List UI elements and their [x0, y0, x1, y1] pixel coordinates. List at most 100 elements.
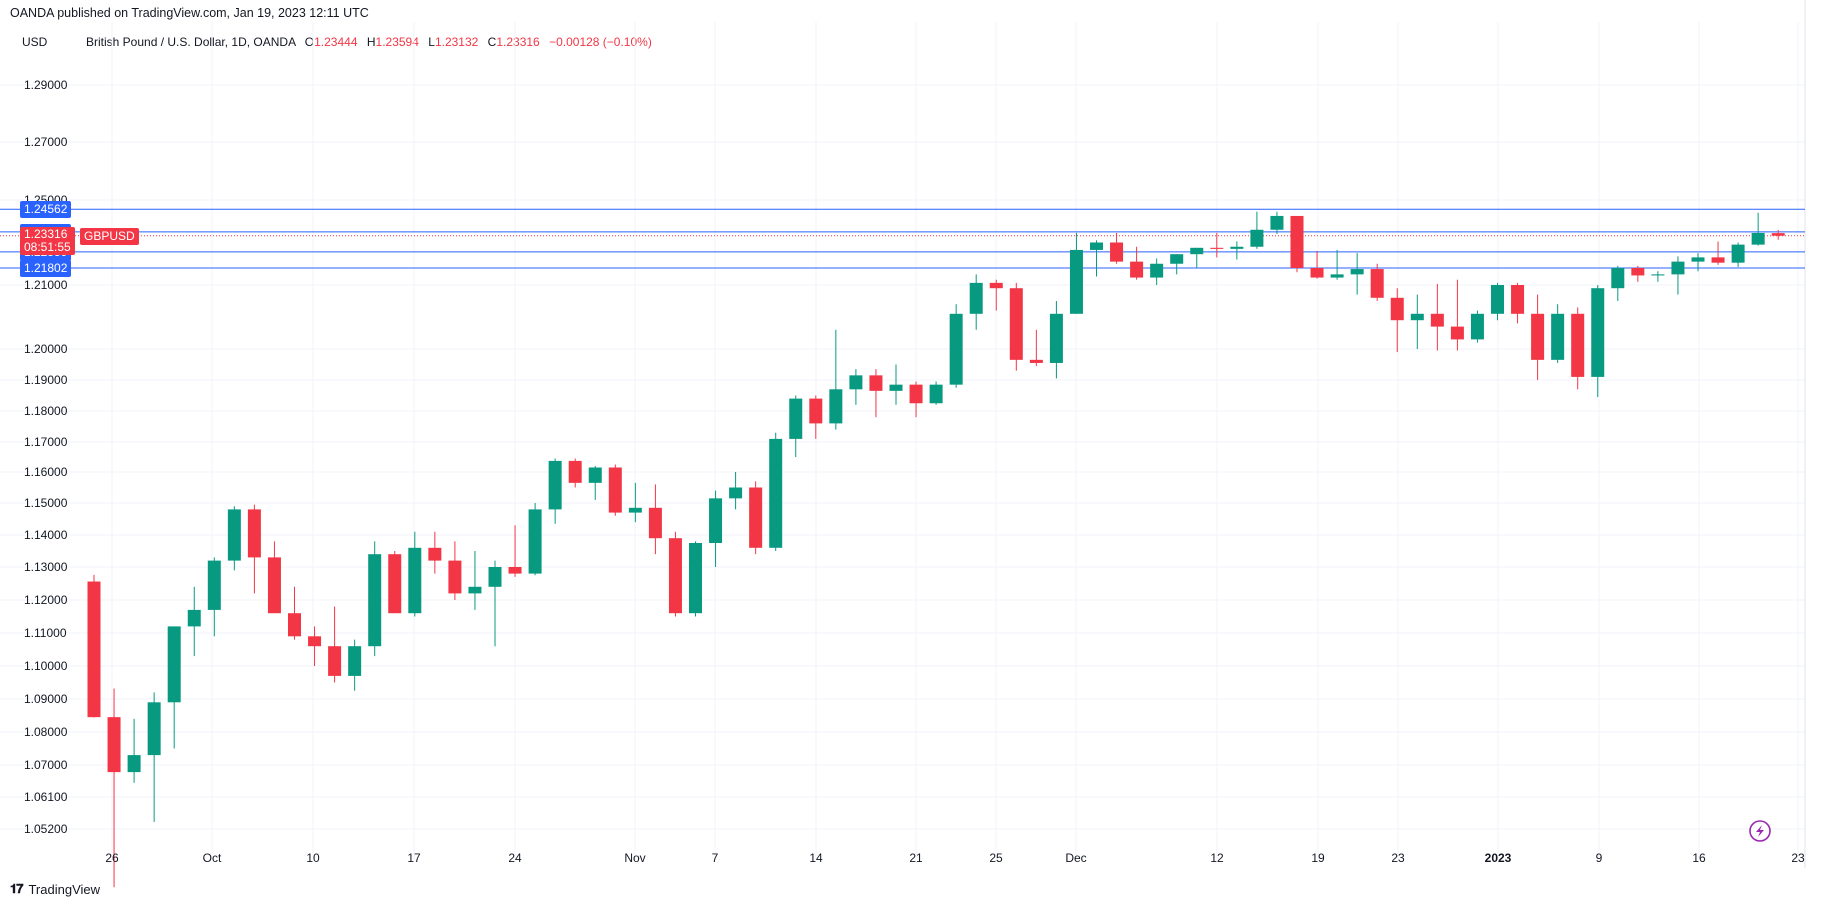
candle-body [428, 547, 442, 561]
candle [548, 458, 562, 524]
candle [1571, 307, 1585, 390]
candle [1110, 232, 1124, 264]
candle [448, 541, 462, 600]
x-tick-label: 23 [1391, 851, 1405, 865]
candle-body [388, 554, 402, 614]
candle-body [668, 538, 682, 614]
y-tick-label: 1.12000 [24, 593, 68, 607]
candle [889, 364, 903, 405]
candle-body [1651, 274, 1665, 276]
y-tick-label: 1.27000 [24, 135, 68, 149]
candle-body [207, 560, 221, 610]
y-tick-label: 1.21000 [24, 278, 68, 292]
candle [809, 395, 823, 439]
x-tick-label: Oct [203, 851, 222, 865]
high-value: 1.23594 [375, 35, 419, 49]
candle [1270, 211, 1284, 234]
candle-body [548, 460, 562, 510]
candle [267, 541, 281, 614]
candle [408, 531, 422, 617]
candle [989, 279, 1003, 311]
candle [528, 503, 542, 576]
candle-body [368, 554, 382, 647]
y-tick-label: 1.17000 [24, 435, 68, 449]
x-tick-label: 16 [1692, 851, 1706, 865]
candle-body [1470, 313, 1484, 340]
change-value: −0.00128 (−0.10%) [549, 35, 652, 49]
lightning-icon[interactable] [1749, 820, 1771, 842]
candle-body [729, 487, 743, 499]
candle [428, 531, 442, 574]
candle [1069, 232, 1083, 314]
level-price-label: 1.21802 [20, 259, 72, 277]
candle-body [608, 467, 622, 513]
candle-body [1410, 313, 1424, 321]
candle [468, 551, 482, 610]
candle [729, 472, 743, 510]
candle [1591, 285, 1605, 398]
candle-body [1390, 297, 1404, 321]
candle [107, 688, 121, 888]
candle [1751, 212, 1765, 246]
candle-body [1069, 249, 1083, 314]
y-tick-label: 1.13000 [24, 560, 68, 574]
candle-body [127, 755, 141, 773]
candle [608, 464, 622, 516]
candle [1410, 294, 1424, 349]
candle [1551, 304, 1565, 363]
candle-body [288, 613, 301, 637]
candle [628, 482, 642, 523]
candle-body [448, 560, 462, 594]
candle [247, 504, 261, 594]
candle-body [628, 507, 642, 513]
x-tick-label: 12 [1210, 851, 1224, 865]
countdown-timer: 08:51:55 [24, 239, 71, 254]
candle-body [969, 282, 983, 314]
high-label: H [366, 35, 376, 49]
candle [227, 506, 241, 571]
candle-body [949, 313, 963, 385]
y-tick-label: 1.06100 [24, 790, 68, 804]
candle [1130, 246, 1144, 280]
candle-body [749, 487, 763, 548]
candle [1230, 241, 1244, 260]
y-tick-label: 1.20000 [24, 342, 68, 356]
candle-body [1310, 268, 1324, 278]
candle-body [1731, 244, 1745, 263]
candle-body [869, 375, 883, 391]
candle [1631, 265, 1645, 282]
candle-body [929, 384, 943, 404]
candle-body [227, 509, 241, 561]
symbol-tag: GBPUSD [80, 227, 139, 245]
candle [1250, 211, 1264, 249]
candle-body [1009, 288, 1023, 360]
candle [1049, 301, 1063, 379]
candle-body [147, 702, 161, 756]
candle-body [648, 507, 662, 539]
footer-brand[interactable]: 𝟏𝟕 TradingView [10, 881, 100, 897]
grid-lines [0, 0, 1806, 868]
x-tick-label: 9 [1596, 851, 1603, 865]
candle [348, 639, 362, 691]
candle [328, 606, 342, 683]
instrument-name: British Pound / U.S. Dollar, 1D, OANDA [86, 35, 296, 49]
candle-body [588, 467, 602, 483]
candle [167, 626, 181, 749]
candle-body [1330, 274, 1344, 278]
last-price-value: 1.23316 [24, 226, 68, 241]
candle-body [1190, 247, 1204, 255]
candle-body [1591, 288, 1605, 377]
horizontal-levels [0, 208, 1805, 269]
candle [1491, 282, 1504, 321]
candle-body [1350, 269, 1364, 275]
candle [689, 541, 702, 617]
candle-body [1210, 247, 1224, 249]
candle [1430, 283, 1444, 351]
candle-body [1771, 233, 1785, 236]
candle [1350, 253, 1364, 295]
candle-body [1671, 261, 1685, 275]
candle [789, 395, 803, 457]
candle-body [789, 398, 803, 439]
x-tick-label: 23 [1791, 851, 1805, 865]
